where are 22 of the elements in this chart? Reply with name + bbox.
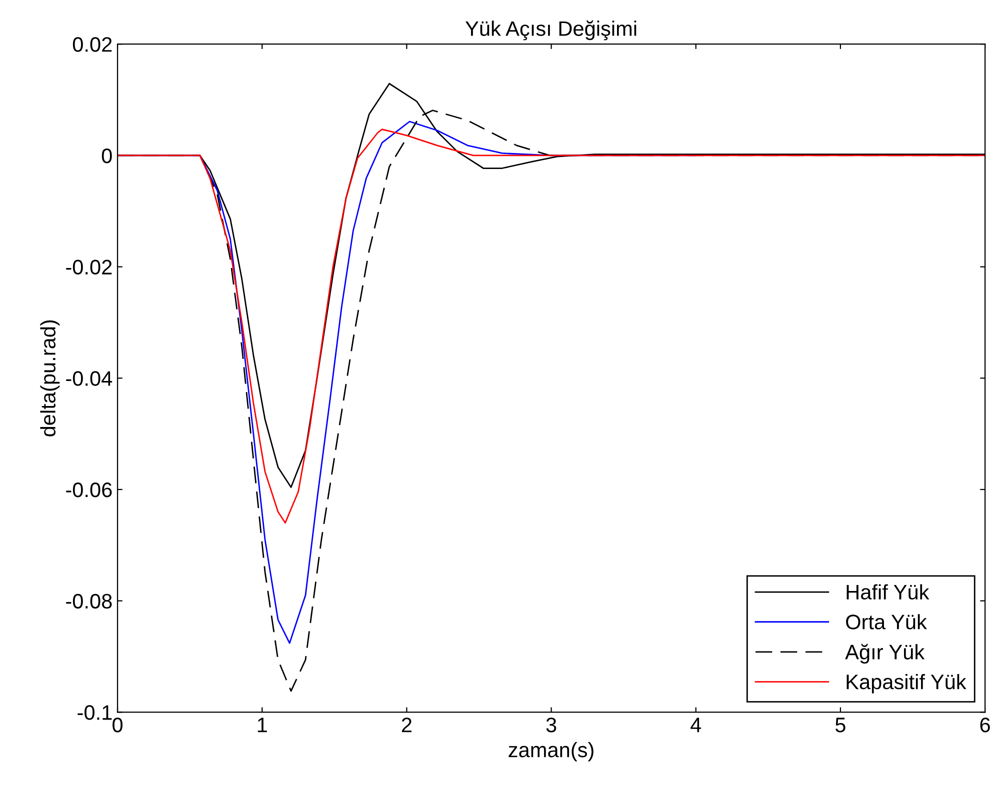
x-tick-label: 1 xyxy=(258,718,267,732)
x-axis-title: zaman(s) xyxy=(508,742,594,762)
x-tick-label: 6 xyxy=(980,718,990,732)
x-tick-label: 5 xyxy=(836,718,846,732)
y-tick-label: -0.04 xyxy=(66,371,112,386)
legend-label: Hafif Yük xyxy=(846,584,930,600)
legend-label: Ağır Yük xyxy=(845,644,925,664)
y-tick-label: -0.1 xyxy=(78,705,112,720)
y-tick-label: -0.06 xyxy=(66,482,112,498)
line-series xyxy=(118,128,986,524)
legend-label: Orta Yük xyxy=(846,614,927,630)
legend-label: Kapasitif Yük xyxy=(846,674,966,694)
x-tick-label: 3 xyxy=(546,718,556,732)
y-tick-label: 0 xyxy=(102,148,112,164)
y-tick-label: 0.02 xyxy=(72,37,112,52)
chart-title: Yük Açısı Değişimi xyxy=(465,20,636,40)
x-tick-label: 4 xyxy=(690,718,702,732)
y-axis-title: delta(pu.rad) xyxy=(40,320,60,436)
y-tick-label: -0.08 xyxy=(66,594,112,609)
x-tick-label: 2 xyxy=(402,718,412,732)
x-tick-label: 0 xyxy=(112,718,123,732)
y-tick-label: -0.02 xyxy=(66,260,112,275)
